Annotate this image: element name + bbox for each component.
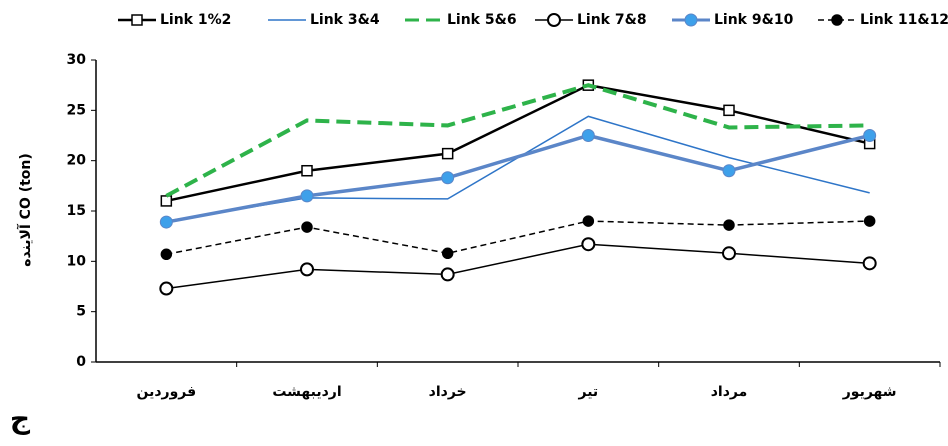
y-tick-label: 25: [67, 102, 86, 118]
x-tick-label: فروردین: [136, 384, 196, 400]
point: [723, 104, 735, 117]
point: [160, 248, 173, 261]
point: [862, 256, 877, 271]
legend-label: Link 7&8: [577, 12, 647, 28]
legend-marker: [131, 14, 143, 26]
y-tick-label: 30: [67, 52, 87, 68]
point: [159, 281, 174, 296]
line: [165, 83, 870, 198]
y-tick-label: 10: [67, 253, 87, 269]
y-axis-label: آلاینده CO (ton): [16, 153, 34, 267]
point: [581, 237, 596, 252]
line: [166, 115, 870, 222]
point: [300, 189, 314, 203]
point: [300, 262, 314, 277]
corner-label: ج: [10, 402, 31, 436]
y-tick-label: 20: [67, 153, 87, 169]
point: [722, 246, 736, 261]
legend-marker: [547, 13, 561, 27]
point: [301, 221, 313, 233]
y-tick-label: 0: [76, 354, 86, 370]
line: [166, 133, 871, 224]
point: [441, 147, 454, 160]
legend-marker: [831, 14, 843, 26]
x-tick-label: تیر: [577, 384, 598, 400]
point: [301, 164, 313, 177]
line: [166, 243, 870, 290]
point: [863, 129, 877, 142]
point: [160, 195, 173, 207]
point: [441, 247, 454, 260]
point: [723, 219, 735, 231]
legend-label: Link 11&12: [860, 12, 948, 28]
point: [159, 215, 173, 229]
x-tick-label: اردیبهشت: [272, 384, 341, 400]
point: [582, 215, 595, 227]
legend-label: Link 1%2: [160, 12, 231, 28]
legend-marker: [684, 13, 698, 27]
legend-label: Link 9&10: [714, 12, 794, 28]
y-tick-label: 15: [67, 203, 86, 219]
point: [863, 215, 876, 227]
point: [722, 164, 736, 178]
x-tick-label: شهریور: [842, 384, 897, 400]
y-tick-label: 5: [76, 304, 86, 320]
legend-label: Link 3&4: [310, 12, 380, 28]
line: [166, 83, 870, 203]
x-tick-label: خرداد: [429, 384, 467, 400]
point: [581, 129, 595, 142]
line: [166, 220, 870, 256]
legend-label: Link 5&6: [447, 12, 517, 28]
point: [441, 171, 455, 185]
x-tick-label: مرداد: [711, 384, 748, 400]
point: [440, 267, 455, 282]
